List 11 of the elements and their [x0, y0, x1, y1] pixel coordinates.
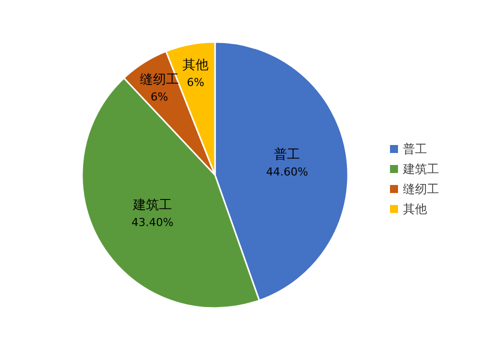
slice-label: 其他 [182, 58, 209, 74]
data-label: 6% [150, 90, 168, 104]
legend-label: 其他 [403, 202, 427, 216]
data-label: 43.40% [132, 216, 174, 230]
legend-label: 普工 [403, 142, 427, 156]
legend-label: 缝纫工 [403, 182, 439, 196]
slice-label: 建筑工 [132, 198, 172, 214]
legend-label: 建筑工 [402, 162, 439, 176]
slice-label: 普工 [274, 146, 300, 163]
data-label: 44.60% [266, 166, 308, 179]
data-label: 6% [186, 76, 204, 90]
